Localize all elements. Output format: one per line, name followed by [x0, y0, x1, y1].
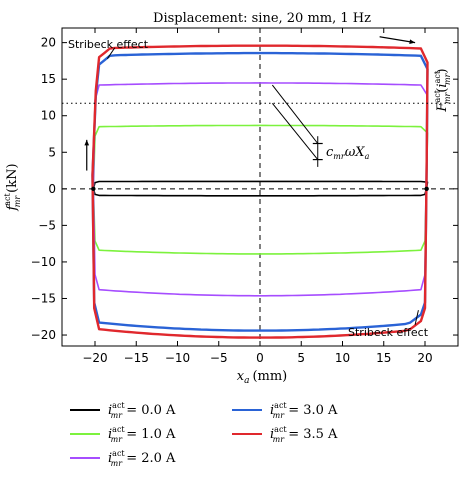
stribeck-pointer-top — [106, 47, 116, 59]
axis-ticks: −20 −15 −10 −5 0 5 10 15 20 −20 −15 −10 −5 0 5 10 15 20 — [31, 28, 458, 365]
series-line-30 — [91, 51, 429, 332]
x-tick-label: 20 — [417, 351, 432, 365]
y-tick-label: −20 — [31, 328, 56, 342]
series-line-20 — [92, 82, 429, 297]
x-tick-label: 0 — [256, 351, 264, 365]
x-tick-label: −15 — [124, 351, 149, 365]
y-tick-label: 20 — [41, 36, 56, 50]
y-axis-label: factmr(kN) — [3, 163, 22, 211]
legend-item-label: iact mr = 2.0 A — [108, 449, 176, 468]
stribeck-pointer-bottom — [414, 310, 419, 325]
arrow-left-up-head — [84, 139, 90, 146]
y-tick-label: −5 — [38, 218, 56, 232]
right-force-label: Factmr(iactmr) — [433, 68, 452, 112]
series-line-35 — [91, 44, 429, 339]
damping-pointer-lower — [271, 102, 319, 160]
damping-force-label: cmrωXa — [326, 145, 370, 161]
zero-lines — [62, 28, 458, 346]
arrow-top-right-shaft — [379, 36, 416, 44]
legend-item-label: iact mr = 1.0 A — [108, 425, 176, 444]
y-tick-label: −10 — [31, 255, 56, 269]
series-line-10 — [92, 124, 429, 255]
y-tick-label: 0 — [48, 182, 56, 196]
legend: iact mr = 0.0 A iact mr = 3.0 A iact mr = 1.0… — [70, 401, 338, 468]
x-tick-label: 5 — [297, 351, 305, 365]
arrow-top-right-head — [409, 39, 416, 45]
x-tick-label: −20 — [82, 351, 107, 365]
series-layer — [91, 44, 429, 339]
x-axis-label: xa (mm) — [237, 369, 288, 386]
x-tick-label: 10 — [335, 351, 350, 365]
zero-crossing-dot-left — [91, 186, 96, 192]
legend-item-label: iact mr = 3.5 A — [270, 425, 338, 444]
zero-crossing-dot-right — [424, 186, 429, 192]
series-line-00 — [92, 180, 429, 197]
chart-title: Displacement: sine, 20 mm, 1 Hz — [153, 11, 371, 26]
x-tick-label: −10 — [165, 351, 190, 365]
x-tick-label: −5 — [210, 351, 228, 365]
y-tick-label: −15 — [31, 291, 56, 305]
y-tick-label: 15 — [41, 72, 56, 86]
damping-pointer-upper — [271, 84, 319, 144]
legend-item-label: iact mr = 3.0 A — [270, 401, 338, 420]
x-tick-label: 15 — [376, 351, 391, 365]
y-tick-label: 10 — [41, 109, 56, 123]
y-tick-label: 5 — [48, 145, 56, 159]
annotation-layer — [62, 36, 458, 325]
stribeck-label-bottom: Stribeck effect — [348, 326, 429, 339]
legend-item-label: iact mr = 0.0 A — [108, 401, 176, 420]
stribeck-label-top: Stribeck effect — [68, 38, 149, 51]
